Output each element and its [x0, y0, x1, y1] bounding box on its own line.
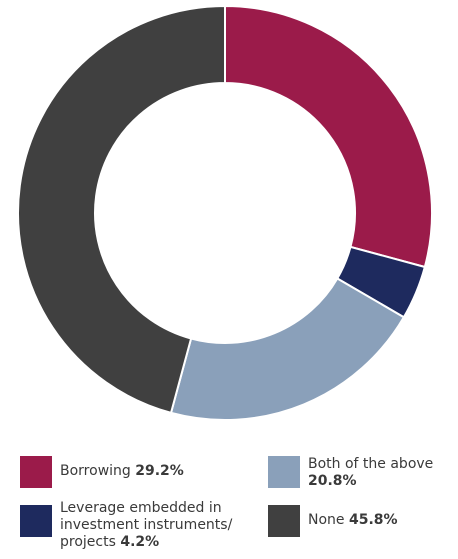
- donut-chart: [17, 4, 433, 421]
- legend-value: 4.2%: [120, 534, 160, 550]
- legend-value: 45.8%: [348, 512, 398, 528]
- donut-slice-both: [169, 277, 406, 421]
- legend-item-none: None 45.8%: [268, 505, 398, 537]
- legend-swatch-borrowing: [20, 456, 52, 488]
- donut-slices: [17, 4, 433, 421]
- legend-item-leverage: Leverage embedded in investment instrume…: [20, 500, 260, 551]
- donut-slice-borrowing: [224, 4, 433, 269]
- legend-value: 29.2%: [135, 463, 184, 479]
- legend-swatch-none: [268, 505, 300, 537]
- legend-label: Leverage embedded in investment instrume…: [60, 500, 233, 550]
- legend-item-both: Both of the above 20.8%: [268, 456, 448, 490]
- donut-slice-none: [17, 4, 226, 415]
- legend-swatch-leverage: [20, 505, 52, 537]
- legend-swatch-both: [268, 456, 300, 488]
- legend-label: Borrowing: [60, 463, 131, 479]
- legend-label: None: [308, 512, 345, 528]
- legend-value: 20.8%: [308, 473, 357, 489]
- legend-label: Both of the above: [308, 456, 434, 472]
- legend-item-borrowing: Borrowing 29.2%: [20, 456, 184, 488]
